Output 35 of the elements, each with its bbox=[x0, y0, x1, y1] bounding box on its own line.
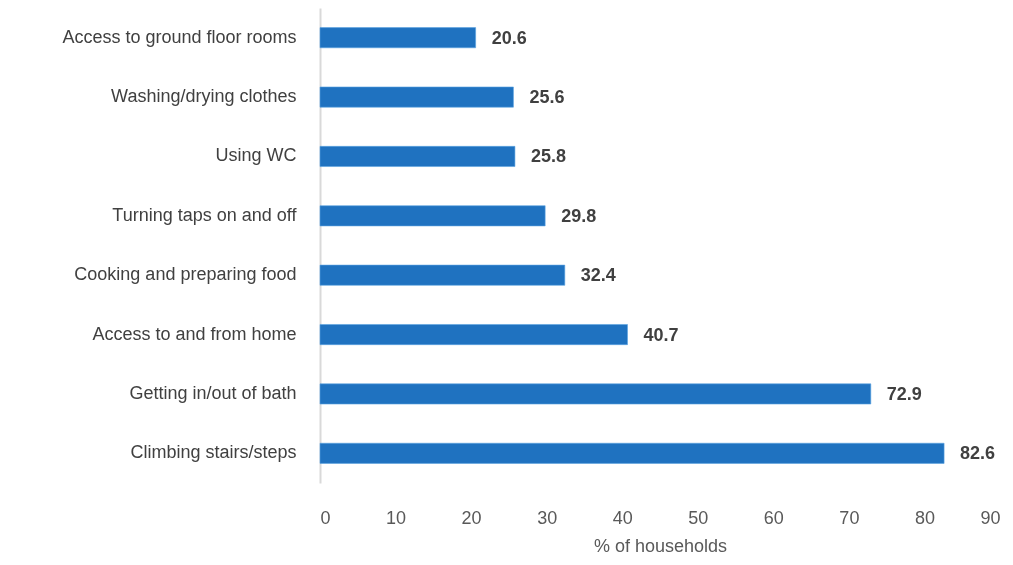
data-label: 25.6 bbox=[529, 87, 565, 108]
x-axis-title: % of households bbox=[593, 535, 728, 556]
y-tick-label: Access to and from home bbox=[92, 323, 297, 344]
bar bbox=[319, 324, 628, 345]
data-label: 82.6 bbox=[960, 443, 996, 464]
x-tick-label: 60 bbox=[763, 507, 784, 528]
x-tick-label: 30 bbox=[537, 507, 558, 528]
bar bbox=[319, 205, 546, 227]
data-label: 40.7 bbox=[643, 324, 679, 345]
y-tick-label: Access to ground floor rooms bbox=[62, 26, 297, 47]
bar bbox=[319, 442, 945, 464]
data-label: 25.8 bbox=[530, 146, 566, 167]
bar bbox=[319, 383, 872, 405]
data-label: 20.6 bbox=[491, 27, 527, 48]
x-tick-label: 40 bbox=[612, 507, 633, 528]
x-tick-label: 80 bbox=[914, 507, 935, 528]
x-tick-label: 20 bbox=[461, 507, 482, 528]
x-tick-label: 10 bbox=[386, 507, 407, 528]
y-tick-label: Getting in/out of bath bbox=[129, 382, 297, 403]
y-tick-label: Washing/drying clothes bbox=[111, 86, 297, 107]
bar bbox=[319, 86, 514, 108]
bar bbox=[319, 264, 566, 286]
x-tick-label: 90 bbox=[980, 507, 1001, 528]
data-label: 72.9 bbox=[886, 383, 922, 404]
y-tick-label: Turning taps on and off bbox=[112, 204, 298, 225]
y-tick-label: Using WC bbox=[215, 145, 297, 166]
bar bbox=[319, 146, 516, 167]
y-tick-label: Climbing stairs/steps bbox=[130, 442, 297, 463]
data-label: 29.8 bbox=[561, 205, 597, 226]
bar bbox=[319, 27, 476, 49]
x-tick-label: 70 bbox=[839, 507, 860, 528]
y-tick-label: Cooking and preparing food bbox=[74, 264, 297, 285]
x-tick-label: 50 bbox=[688, 507, 709, 528]
x-tick-label: 0 bbox=[320, 507, 331, 528]
data-label: 32.4 bbox=[580, 265, 616, 286]
